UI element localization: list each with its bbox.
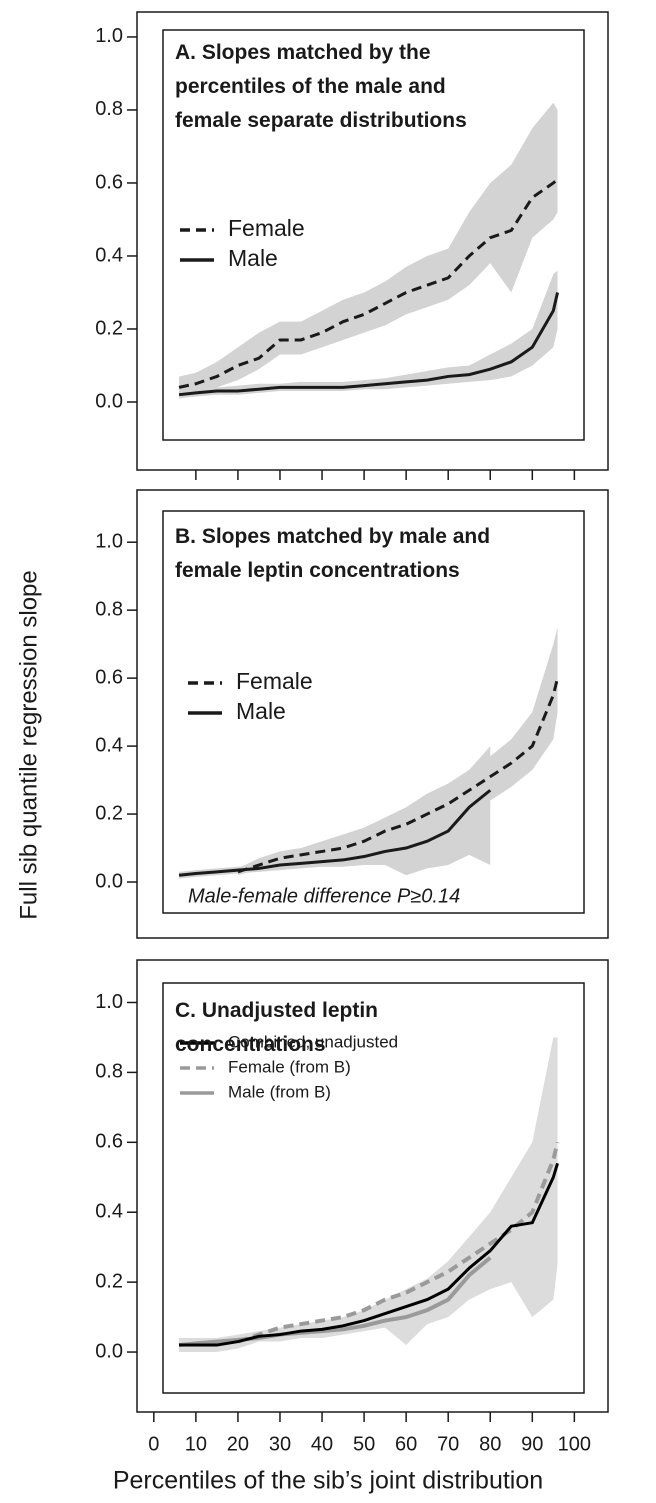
y-tick-label: 0.0 <box>95 870 123 892</box>
x-tick-label: 10 <box>185 1433 207 1455</box>
panel-title: B. Slopes matched by male and female lep… <box>175 525 491 582</box>
panel-frame <box>136 489 609 939</box>
series-line <box>178 1256 492 1348</box>
y-tick-label: 0.4 <box>95 734 123 756</box>
series-line <box>237 677 559 874</box>
confidence-band <box>179 102 558 395</box>
y-tick-label: 0.2 <box>95 802 123 824</box>
panel-frame <box>136 959 609 1413</box>
y-tick-label: 1.0 <box>95 25 123 47</box>
x-tick-label: 60 <box>395 1433 417 1455</box>
series-line <box>178 292 559 397</box>
legend-label: Female <box>228 215 305 241</box>
plot-frame <box>162 510 585 914</box>
panel-frame <box>136 11 609 471</box>
x-tick-label: 30 <box>269 1433 291 1455</box>
y-tick-label: 0.8 <box>95 98 123 120</box>
legend-label: Female (from B) <box>228 1057 351 1076</box>
legend-label: Male <box>236 698 286 724</box>
legend-label: Male <box>228 245 278 271</box>
x-tick-label: 70 <box>437 1433 459 1455</box>
y-tick-label: 0.6 <box>95 666 123 688</box>
x-tick-label: 0 <box>148 1433 159 1455</box>
series-line <box>179 1162 559 1347</box>
legend-label: Male (from B) <box>228 1082 331 1101</box>
x-tick-label: 90 <box>521 1433 543 1455</box>
y-tick-label: 0.4 <box>95 1201 123 1223</box>
confidence-band <box>179 270 558 399</box>
y-axis-label: Full sib quantile regression slope <box>15 570 42 920</box>
y-tick-label: 0.0 <box>95 390 123 412</box>
series-line <box>178 789 492 877</box>
y-tick-label: 0.8 <box>95 598 123 620</box>
x-tick-label: 40 <box>311 1433 333 1455</box>
y-tick-label: 0.6 <box>95 171 123 193</box>
x-tick-label: 50 <box>353 1433 375 1455</box>
y-tick-label: 0.0 <box>95 1340 123 1362</box>
legend-label: Female <box>236 668 313 694</box>
confidence-band <box>179 746 491 879</box>
y-tick-label: 0.6 <box>95 1131 123 1153</box>
panel-title: C. Unadjusted leptin concentrations <box>175 999 379 1056</box>
y-tick-label: 0.2 <box>95 317 123 339</box>
x-tick-label: 100 <box>558 1433 591 1455</box>
x-tick-label: 80 <box>479 1433 501 1455</box>
y-tick-label: 1.0 <box>95 530 123 552</box>
x-axis-label: Percentiles of the sib’s joint distribut… <box>113 1467 543 1495</box>
plot-frame <box>162 982 585 1394</box>
panel-title: A. Slopes matched by the percentiles of … <box>175 41 467 132</box>
y-tick-label: 0.8 <box>95 1061 123 1083</box>
annotation: Male-female difference P≥0.14 <box>188 885 460 907</box>
legend-label: Combined, unadjusted <box>228 1032 398 1051</box>
y-tick-label: 0.4 <box>95 244 123 266</box>
plot-frame <box>162 29 585 441</box>
y-tick-label: 1.0 <box>95 991 123 1013</box>
series-line <box>178 178 559 389</box>
y-tick-label: 0.2 <box>95 1270 123 1292</box>
x-tick-label: 20 <box>227 1433 249 1455</box>
